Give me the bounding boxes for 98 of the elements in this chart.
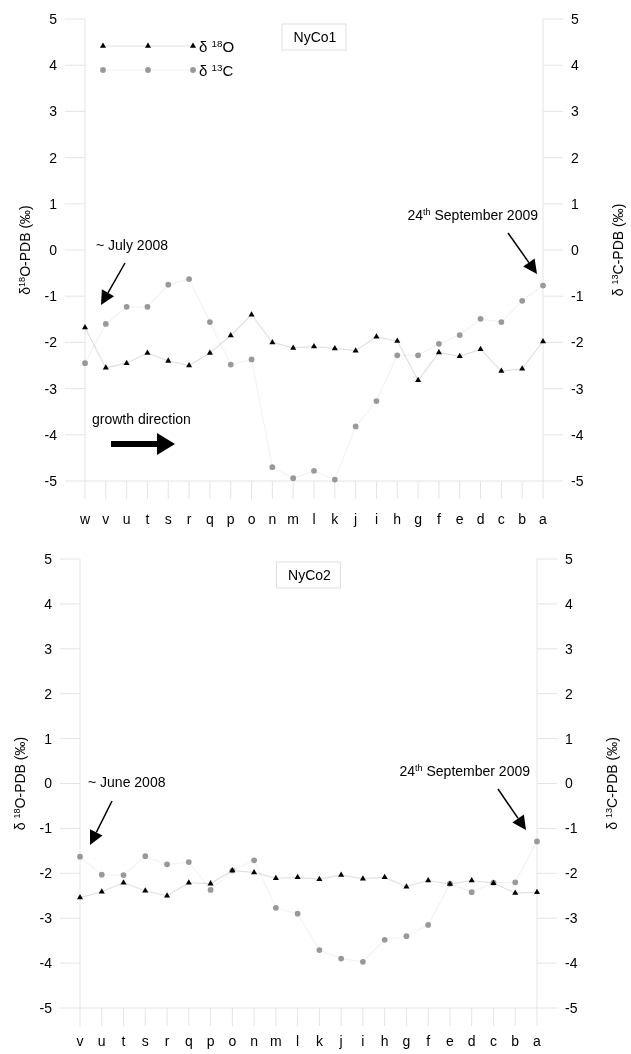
- x-tick-label: u: [97, 1033, 106, 1049]
- x-tick-label: j: [353, 511, 358, 527]
- x-tick-label: r: [164, 1033, 170, 1049]
- y-tick-label: -5: [39, 999, 53, 1016]
- y2-tick-label: 4: [565, 595, 573, 612]
- x-tick-label: g: [414, 511, 422, 527]
- x-tick-label: t: [121, 1033, 126, 1049]
- legend-label: δ $^{18}$O: [199, 37, 235, 55]
- x-tick-label: f: [426, 1033, 431, 1049]
- annotation: 24$^{th}$ September 2009: [399, 763, 531, 779]
- x-tick-label: s: [164, 511, 172, 527]
- y-tick-label: -5: [44, 472, 58, 489]
- y-tick-label: 5: [49, 10, 58, 27]
- x-tick-label: d: [467, 1033, 476, 1049]
- x-tick-label: n: [250, 1033, 258, 1049]
- y2-tick-label: 0: [565, 775, 573, 792]
- x-tick-label: b: [511, 1033, 520, 1049]
- annotation: 24$^{th}$ September 2009: [407, 207, 539, 223]
- y-tick-label: -2: [39, 865, 53, 882]
- x-tick-label: l: [296, 1033, 300, 1049]
- y2-tick-label: 3: [571, 103, 579, 120]
- x-tick-label: g: [402, 1033, 411, 1049]
- x-tick-label: v: [102, 511, 110, 527]
- y2-tick-label: -4: [565, 955, 578, 971]
- x-tick-label: e: [446, 1033, 455, 1049]
- y-tick-label: -2: [44, 334, 58, 351]
- y-tick-label: 3: [44, 640, 53, 657]
- y-tick-label: -1: [44, 288, 58, 305]
- x-tick-label: j: [338, 1033, 343, 1049]
- annotation: ~ June 2008: [88, 774, 166, 790]
- legend-label: δ $^{13}$C: [199, 61, 234, 79]
- x-tick-label: n: [268, 511, 277, 527]
- x-tick-label: s: [141, 1033, 149, 1049]
- x-tick-label: d: [476, 511, 485, 527]
- y-tick-label: 0: [44, 775, 53, 792]
- y2-tick-label: -3: [571, 380, 584, 397]
- y-tick-label: -4: [39, 955, 53, 971]
- text: NyCo1: [293, 29, 337, 45]
- x-tick-label: p: [206, 1033, 215, 1049]
- y2-tick-label: 1: [565, 730, 573, 747]
- y2-tick-label: -1: [565, 820, 578, 837]
- y-tick-label: 0: [49, 241, 58, 258]
- x-tick-label: l: [312, 511, 316, 527]
- y2-tick-label: -5: [565, 999, 578, 1016]
- x-tick-label: o: [247, 511, 256, 527]
- text: NyCo2: [288, 567, 332, 583]
- x-tick-label: a: [533, 1033, 542, 1049]
- x-tick-label: k: [331, 511, 340, 527]
- x-tick-label: a: [539, 511, 548, 527]
- x-tick-label: c: [497, 511, 505, 527]
- x-tick-label: w: [78, 511, 91, 527]
- x-tick-label: i: [374, 511, 379, 527]
- x-tick-label: q: [184, 1033, 193, 1049]
- y2-tick-label: 0: [571, 241, 579, 258]
- x-tick-label: b: [518, 511, 527, 527]
- y2-tick-label: 2: [571, 149, 579, 166]
- x-tick-label: m: [287, 511, 300, 527]
- y-tick-label: 5: [44, 550, 53, 567]
- y-tick-label: 1: [44, 730, 53, 747]
- x-tick-label: u: [122, 511, 131, 527]
- y2-tick-label: 3: [565, 640, 573, 657]
- x-tick-label: r: [186, 511, 192, 527]
- x-tick-label: c: [489, 1033, 497, 1049]
- x-tick-label: t: [145, 511, 150, 527]
- y2-tick-label: -5: [571, 472, 584, 489]
- x-tick-label: o: [228, 1033, 237, 1049]
- x-tick-label: q: [206, 511, 214, 527]
- annotation: growth direction: [92, 411, 191, 427]
- y-tick-label: 4: [49, 57, 58, 74]
- x-tick-label: e: [455, 511, 464, 527]
- y2-tick-label: 1: [571, 195, 579, 212]
- y2-tick-label: -3: [565, 910, 578, 927]
- y-tick-label: -1: [39, 820, 53, 837]
- y-tick-label: -3: [44, 380, 58, 397]
- y2-tick-label: 4: [571, 57, 579, 74]
- y-tick-label: 4: [44, 595, 53, 612]
- x-tick-label: k: [315, 1033, 324, 1049]
- x-tick-label: v: [76, 1033, 84, 1049]
- y2-tick-label: 5: [565, 550, 573, 567]
- x-tick-label: h: [393, 511, 402, 527]
- y-tick-label: 2: [49, 149, 58, 166]
- x-tick-label: m: [270, 1033, 282, 1049]
- y-tick-label: 3: [49, 103, 58, 120]
- y-tick-label: -3: [39, 910, 53, 927]
- y2-tick-label: -4: [571, 426, 584, 443]
- annotation: ~ July 2008: [96, 237, 169, 253]
- y2-tick-label: 2: [565, 685, 573, 702]
- y2-tick-label: -2: [565, 865, 578, 882]
- x-tick-label: h: [380, 1033, 389, 1049]
- y2-tick-label: 5: [571, 10, 579, 27]
- x-tick-label: p: [226, 511, 235, 527]
- y2-tick-label: -1: [571, 288, 584, 305]
- x-tick-label: f: [436, 511, 441, 527]
- x-tick-label: i: [361, 1033, 365, 1049]
- y-tick-label: 1: [49, 195, 58, 212]
- y-tick-label: -4: [44, 426, 58, 443]
- y-tick-label: 2: [44, 685, 53, 702]
- y2-tick-label: -2: [571, 334, 584, 351]
